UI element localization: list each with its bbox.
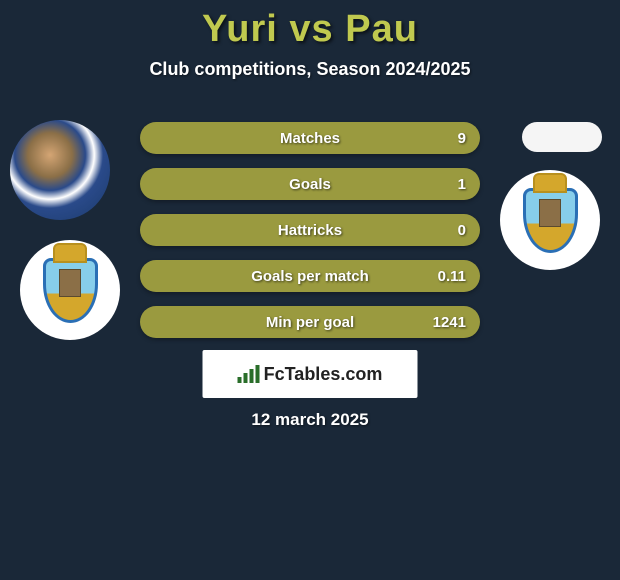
stat-row-min-per-goal: Min per goal 1241 — [140, 306, 480, 338]
club-crest-right — [500, 170, 600, 270]
stat-label: Hattricks — [278, 222, 342, 239]
footer-date: 12 march 2025 — [251, 410, 368, 430]
watermark-badge[interactable]: FcTables.com — [203, 350, 418, 398]
stat-label: Min per goal — [266, 314, 354, 331]
page-title: Yuri vs Pau — [0, 0, 620, 51]
stat-row-matches: Matches 9 — [140, 122, 480, 154]
club-crest-left — [20, 240, 120, 340]
player-left-photo — [10, 120, 110, 220]
stat-label: Matches — [280, 130, 340, 147]
subtitle: Club competitions, Season 2024/2025 — [0, 59, 620, 80]
bar-chart-icon — [238, 365, 260, 383]
stat-label: Goals per match — [251, 268, 369, 285]
stat-label: Goals — [289, 176, 331, 193]
stat-right-value: 0.11 — [438, 268, 466, 285]
stat-right-value: 9 — [458, 130, 466, 147]
player-right-slot — [522, 122, 602, 152]
stat-row-hattricks: Hattricks 0 — [140, 214, 480, 246]
stat-right-value: 1241 — [433, 314, 466, 331]
stat-row-goals-per-match: Goals per match 0.11 — [140, 260, 480, 292]
stat-right-value: 0 — [458, 222, 466, 239]
stat-row-goals: Goals 1 — [140, 168, 480, 200]
watermark-text: FcTables.com — [264, 364, 383, 385]
stat-right-value: 1 — [458, 176, 466, 193]
stats-container: Matches 9 Goals 1 Hattricks 0 Goals per … — [140, 122, 480, 352]
